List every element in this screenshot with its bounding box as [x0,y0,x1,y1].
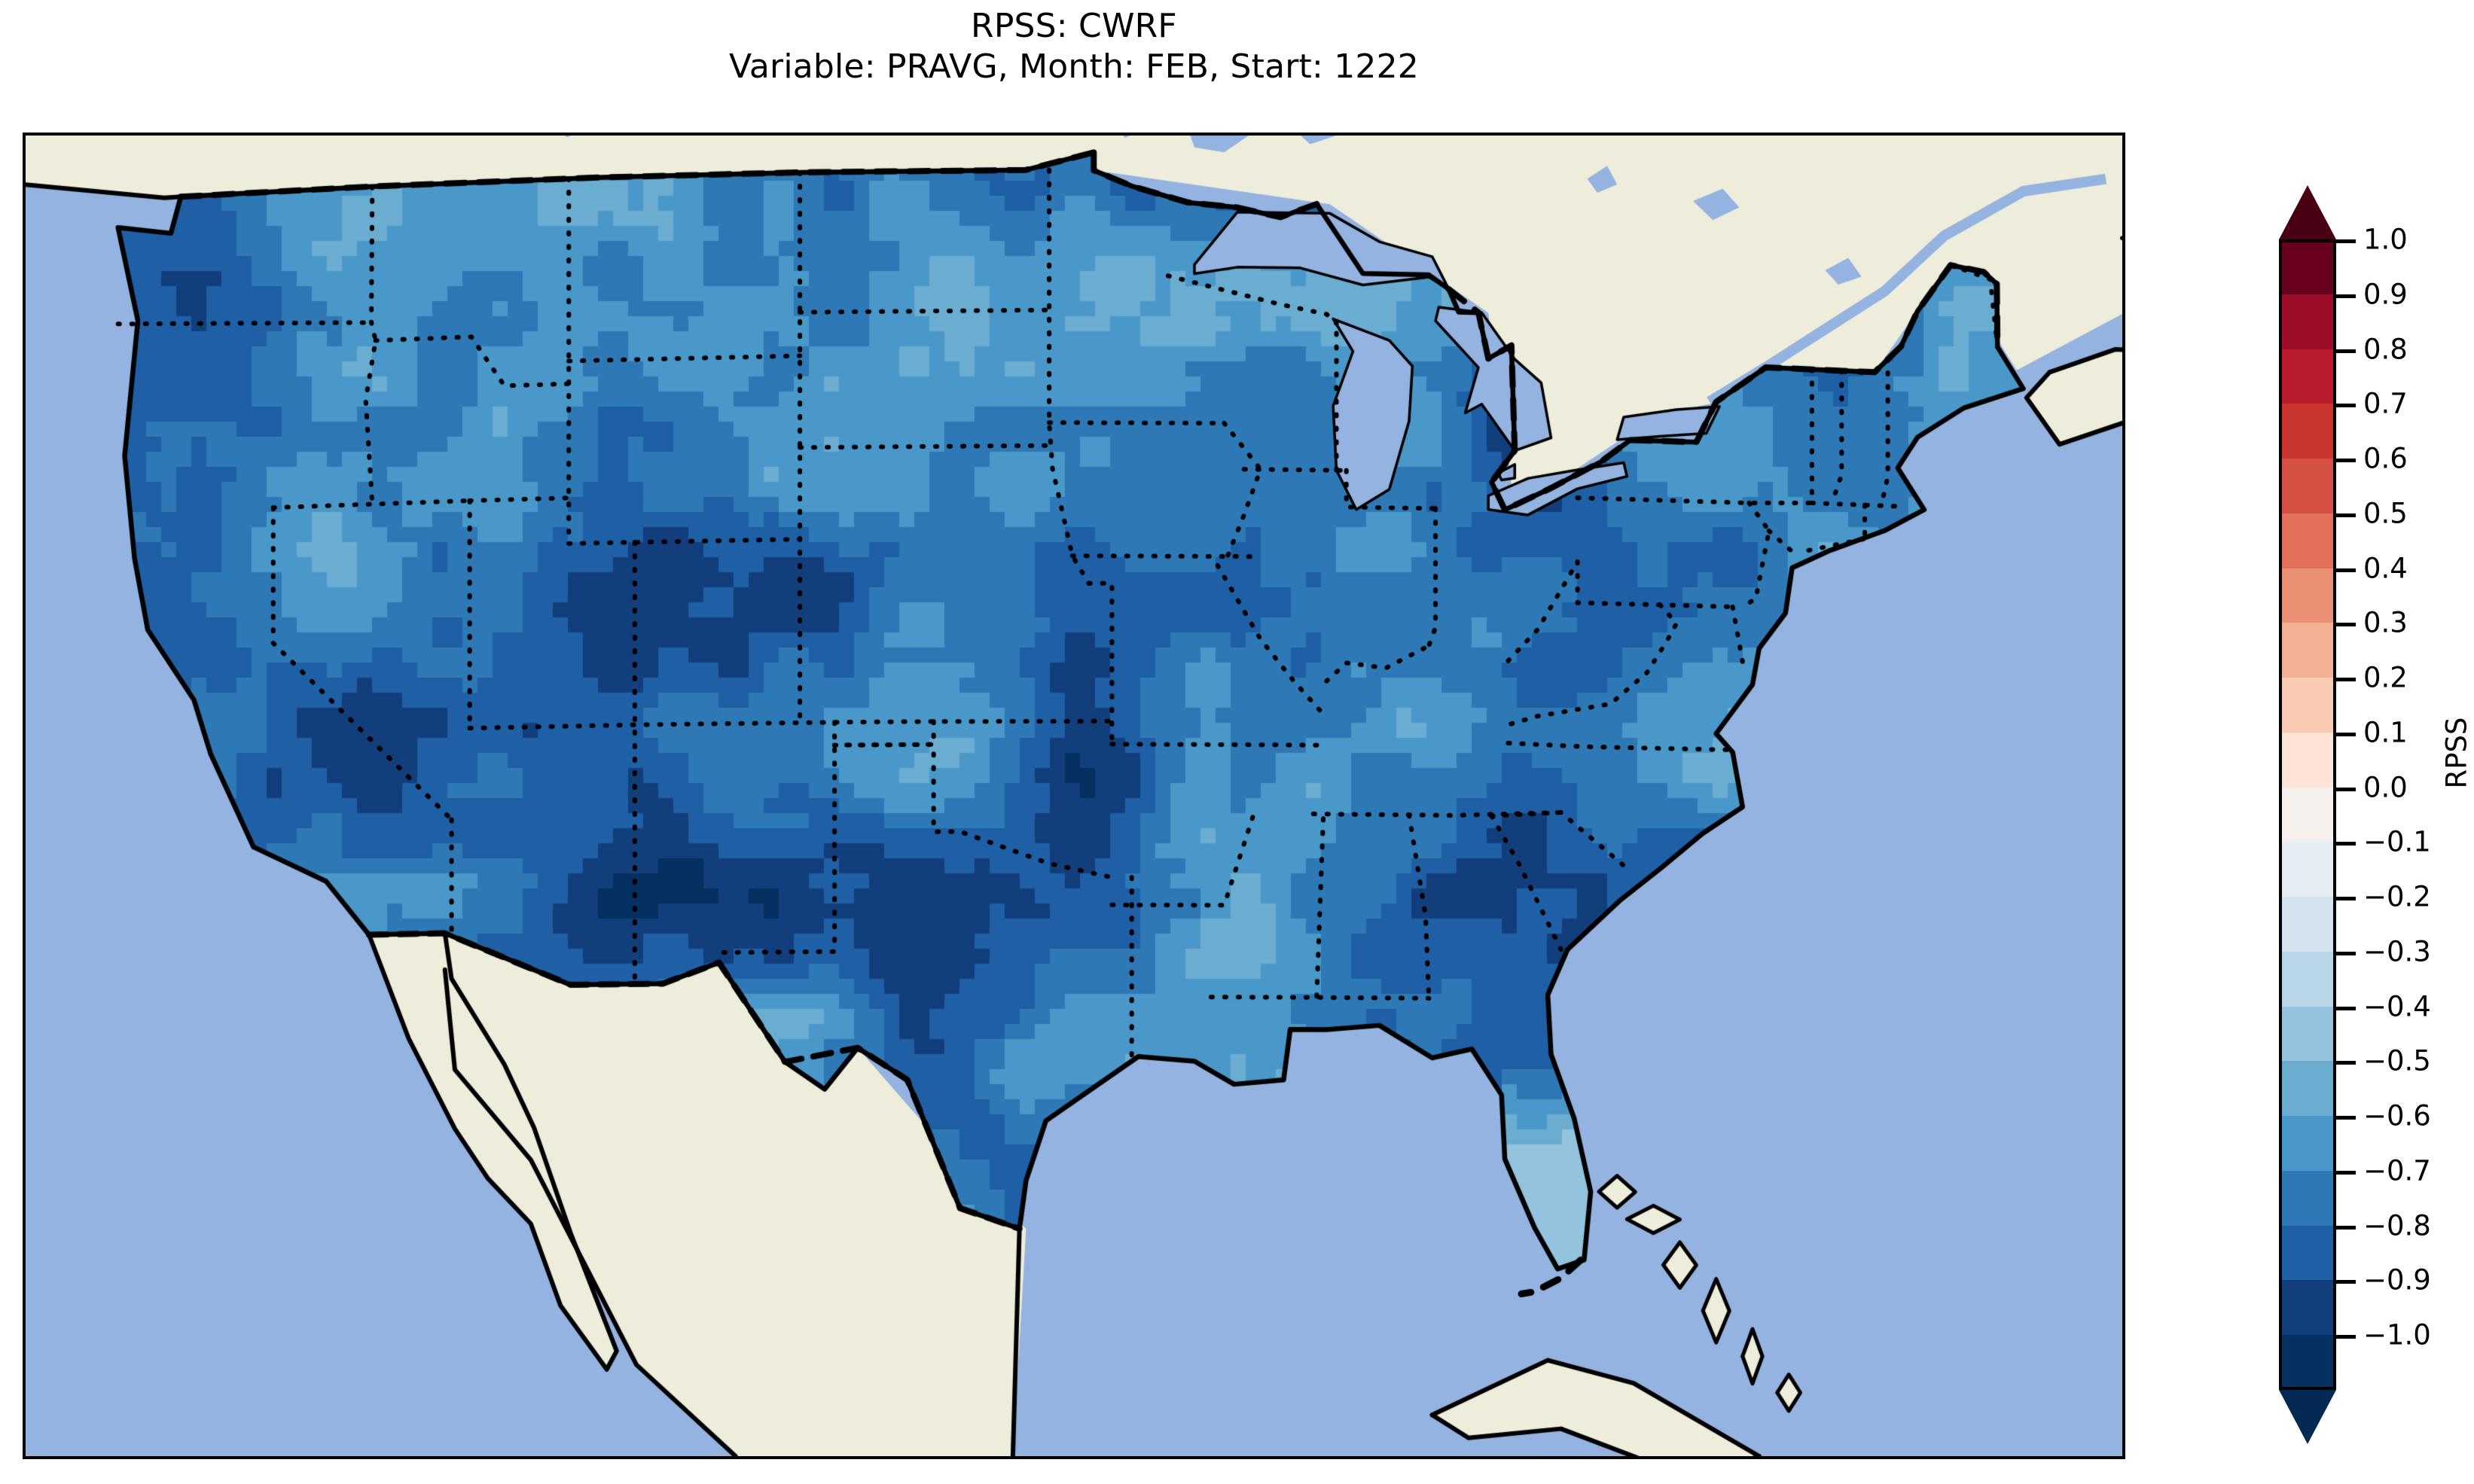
colorbar-band [2279,1116,2336,1171]
colorbar-tick-label: −0.1 [2363,825,2431,858]
colorbar-tick-label: 0.7 [2363,387,2408,420]
colorbar-tick-label: 1.0 [2363,223,2408,256]
colorbar-tick-label: 0.5 [2363,497,2408,530]
colorbar-tick-label: 0.3 [2363,606,2408,639]
colorbar-tick-label: −0.3 [2363,935,2431,968]
colorbar-band [2279,951,2336,1007]
colorbar-tick [2336,1116,2356,1120]
colorbar-band [2279,239,2336,294]
colorbar-tick [2336,732,2356,736]
colorbar-tick [2336,1280,2356,1284]
colorbar-tick [2336,623,2356,627]
colorbar-tick [2336,1335,2356,1339]
colorbar-tick [2336,842,2356,846]
colorbar-tick-label: −1.0 [2363,1318,2431,1351]
colorbar-band [2279,513,2336,568]
colorbar-strip [2279,239,2336,1390]
colorbar-band [2279,459,2336,513]
colorbar-axis-label: RPSS [2440,717,2473,789]
colorbar-tick-labels: 1.0 0.9 0.8 0.7 0.6 0.5 0.4 0.3 0.2 0.1 0.0 −0.1 −0.… [2363,113,2474,1393]
colorbar-ticks [2336,113,2369,1393]
colorbar-band [2279,897,2336,952]
colorbar-band [2279,349,2336,404]
title-line-1: RPSS: CWRF [971,7,1177,45]
colorbar-tick-label: −0.5 [2363,1044,2431,1077]
colorbar-band [2279,1225,2336,1281]
colorbar: 1.0 0.9 0.8 0.7 0.6 0.5 0.4 0.3 0.2 0.1 0.0 −0.1 −0.… [2279,113,2473,1444]
colorbar-extend-low-icon [2279,1390,2336,1444]
colorbar-band [2279,1335,2336,1390]
colorbar-band [2279,842,2336,897]
colorbar-band [2279,568,2336,623]
colorbar-tick-label: 0.6 [2363,442,2408,475]
colorbar-tick [2336,951,2356,955]
colorbar-tick [2336,404,2356,408]
colorbar-band [2279,678,2336,733]
colorbar-tick-label: −0.8 [2363,1209,2431,1242]
colorbar-band [2279,623,2336,678]
colorbar-band [2279,1280,2336,1335]
colorbar-band [2279,732,2336,788]
rpss-map-canvas [26,136,2122,1456]
colorbar-tick [2336,513,2356,517]
colorbar-tick [2336,787,2356,791]
colorbar-tick [2336,897,2356,901]
colorbar-tick [2336,1170,2356,1175]
colorbar-tick-label: −0.2 [2363,880,2431,913]
colorbar-tick [2336,678,2356,682]
colorbar-tick-label: 0.8 [2363,333,2408,366]
colorbar-band [2279,294,2336,349]
colorbar-tick [2336,568,2356,572]
colorbar-tick [2336,459,2356,463]
colorbar-tick-label: 0.2 [2363,661,2408,694]
map-axes [23,133,2125,1459]
colorbar-band [2279,1170,2336,1226]
colorbar-tick-label: 0.4 [2363,552,2408,585]
colorbar-band [2279,1006,2336,1062]
colorbar-tick [2336,349,2356,353]
colorbar-tick-label: −0.9 [2363,1263,2431,1297]
colorbar-tick [2336,239,2356,243]
colorbar-tick [2336,1061,2356,1065]
colorbar-tick-label: 0.0 [2363,771,2408,804]
colorbar-tick [2336,1006,2356,1010]
colorbar-extend-high-icon [2279,185,2336,239]
title-line-2: Variable: PRAVG, Month: FEB, Start: 1222 [729,47,1419,86]
colorbar-tick [2336,1225,2356,1230]
colorbar-band [2279,404,2336,459]
figure-title: RPSS: CWRF Variable: PRAVG, Month: FEB, … [0,6,2148,87]
colorbar-tick-label: −0.4 [2363,990,2431,1023]
colorbar-tick [2336,294,2356,298]
colorbar-band [2279,1061,2336,1116]
colorbar-tick-label: −0.7 [2363,1154,2431,1187]
colorbar-tick-label: 0.9 [2363,278,2408,311]
colorbar-tick-label: 0.1 [2363,716,2408,749]
colorbar-band [2279,787,2336,843]
colorbar-tick-label: −0.6 [2363,1099,2431,1132]
